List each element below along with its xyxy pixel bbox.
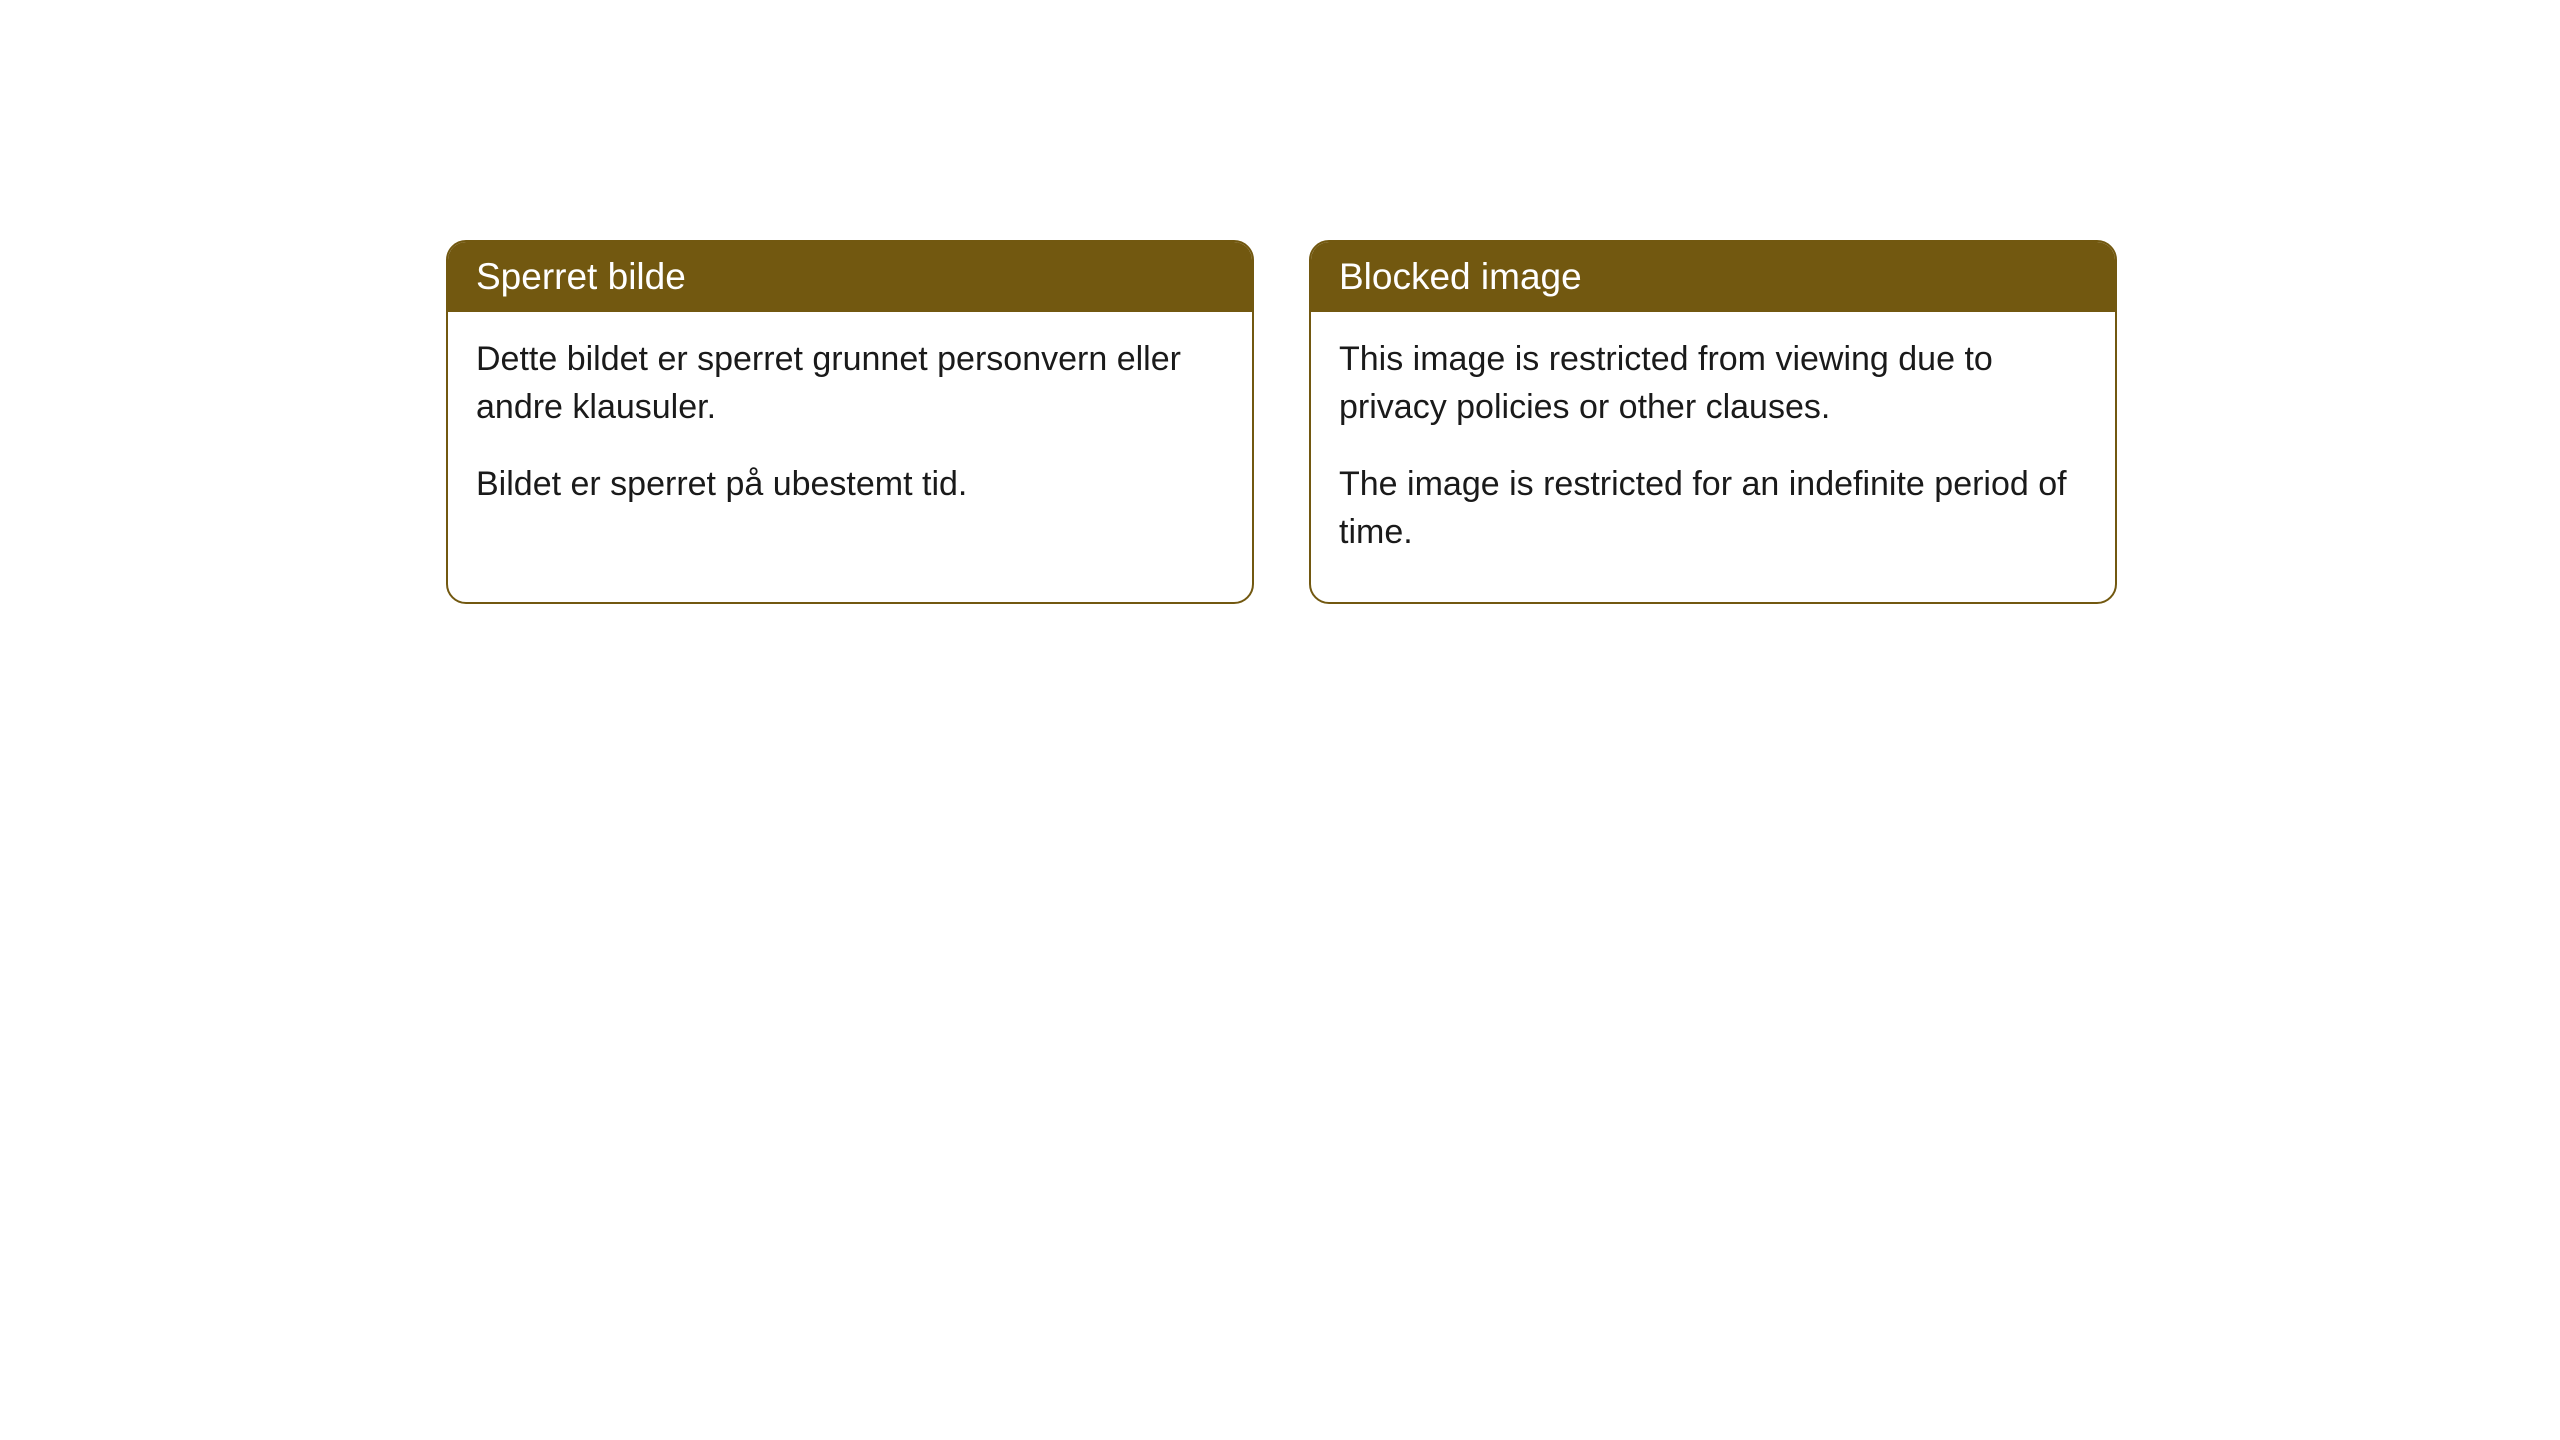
card-paragraph: This image is restricted from viewing du… xyxy=(1339,336,2087,431)
card-body: Dette bildet er sperret grunnet personve… xyxy=(448,312,1252,555)
card-title: Blocked image xyxy=(1339,256,1582,297)
card-body: This image is restricted from viewing du… xyxy=(1311,312,2115,602)
card-paragraph: Bildet er sperret på ubestemt tid. xyxy=(476,461,1224,509)
card-paragraph: Dette bildet er sperret grunnet personve… xyxy=(476,336,1224,431)
notice-card-norwegian: Sperret bilde Dette bildet er sperret gr… xyxy=(446,240,1254,604)
notice-cards-container: Sperret bilde Dette bildet er sperret gr… xyxy=(446,240,2117,604)
card-title: Sperret bilde xyxy=(476,256,686,297)
card-paragraph: The image is restricted for an indefinit… xyxy=(1339,461,2087,556)
card-header: Blocked image xyxy=(1311,242,2115,312)
notice-card-english: Blocked image This image is restricted f… xyxy=(1309,240,2117,604)
card-header: Sperret bilde xyxy=(448,242,1252,312)
